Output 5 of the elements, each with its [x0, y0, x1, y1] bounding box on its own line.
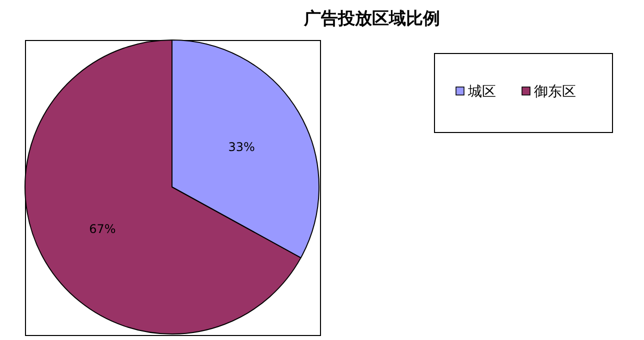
legend-label: 城区	[467, 84, 496, 100]
legend-label: 御东区	[534, 84, 576, 100]
data-label: 67%	[89, 222, 116, 236]
chart-title: 广告投放区域比例	[303, 9, 440, 29]
data-label: 33%	[228, 140, 255, 154]
